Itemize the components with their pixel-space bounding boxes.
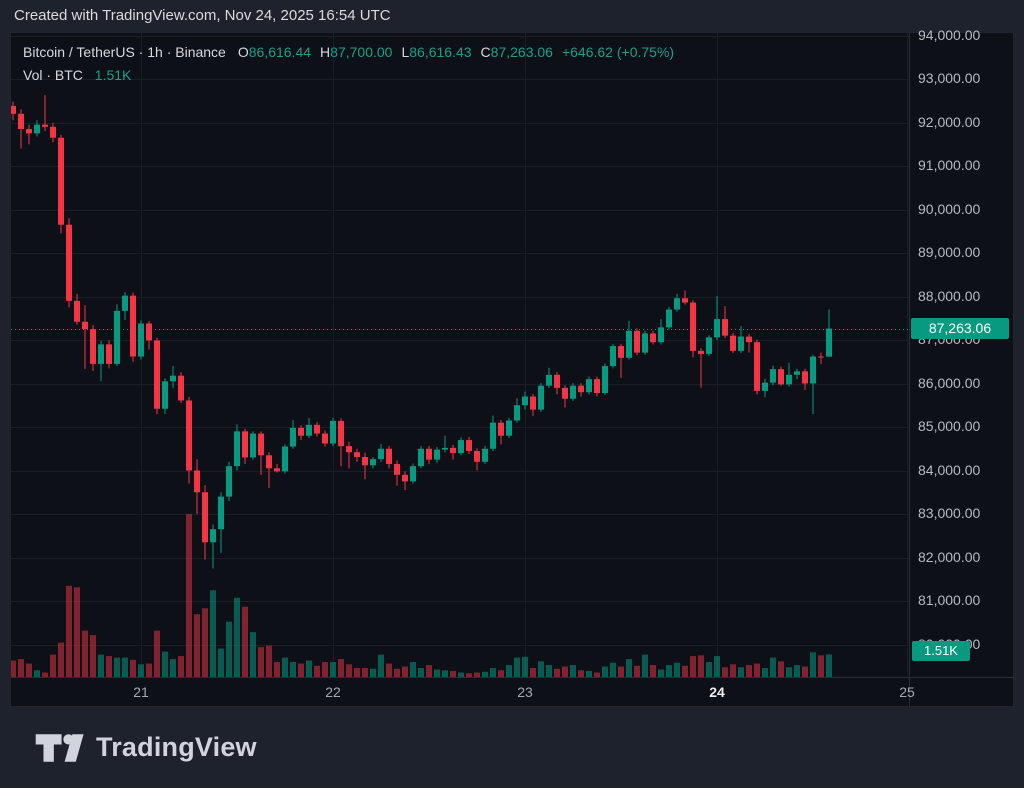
volume-value: 1.51K [94,67,132,83]
open-value: 86,616.44 [248,44,312,60]
open-label: O [237,44,249,60]
price-tick-label: 91,000.00 [918,157,981,173]
legend-row-volume: Vol · BTC 1.51K [23,64,674,87]
attribution-bar: Created with TradingView.com, Nov 24, 20… [0,0,1024,32]
change-value: +646.62 (+0.75%) [561,44,675,60]
volume-badge: 1.51K [912,641,970,661]
tradingview-logo-icon [34,732,84,764]
candlestick-chart[interactable] [11,33,1015,708]
chart-panel: Bitcoin / TetherUS · 1h · Binance O86,616… [10,27,1015,708]
price-tick-label: 92,000.00 [918,113,981,130]
price-tick-label: 89,000.00 [918,244,981,260]
price-tick-label: 94,000.00 [918,26,981,43]
price-tick-label: 86,000.00 [918,374,981,391]
legend-row-symbol: Bitcoin / TetherUS · 1h · Binance O86,616… [23,41,674,64]
last-price-badge: 87,263.06 [911,317,1009,339]
price-tick-label: 88,000.00 [918,287,981,304]
low-label: L [401,44,410,60]
time-tick-label: 25 [899,684,915,700]
price-tick-label: 90,000.00 [918,200,981,217]
footer: TradingView [0,707,1024,788]
ohlc-low: L86,616.43 [401,44,471,60]
time-axis[interactable] [11,677,909,708]
close-value: 87,263.06 [490,44,553,60]
high-label: H [320,44,331,60]
time-tick-label: 24 [709,684,725,700]
price-tick-label: 84,000.00 [918,461,981,478]
ohlc-high: H87,700.00 [320,44,392,60]
price-tick-label: 83,000.00 [918,505,981,521]
price-tick-label: 93,000.00 [918,70,981,86]
volume-label: Vol · BTC [23,67,83,83]
close-label: C [480,44,491,60]
high-value: 87,700.00 [330,44,393,60]
price-tick-label: 81,000.00 [918,592,981,608]
ohlc-close: C87,263.06 [481,44,553,60]
time-tick-label: 23 [517,684,533,700]
chart-legend: Bitcoin / TetherUS · 1h · Binance O86,616… [23,41,674,87]
symbol-title: Bitcoin / TetherUS · 1h · Binance [23,44,226,60]
price-tick-label: 85,000.00 [918,418,981,434]
time-tick-label: 21 [133,684,149,700]
ohlc-open: O86,616.44 [238,44,311,60]
tradingview-logo-link[interactable]: TradingView [34,732,257,764]
price-axis[interactable] [909,33,1015,677]
tradingview-logo-text: TradingView [96,732,257,762]
attribution-text: Created with TradingView.com, Nov 24, 20… [14,7,391,24]
time-tick-label: 22 [325,684,341,700]
low-value: 86,616.43 [409,44,472,60]
price-tick-label: 82,000.00 [918,548,981,565]
